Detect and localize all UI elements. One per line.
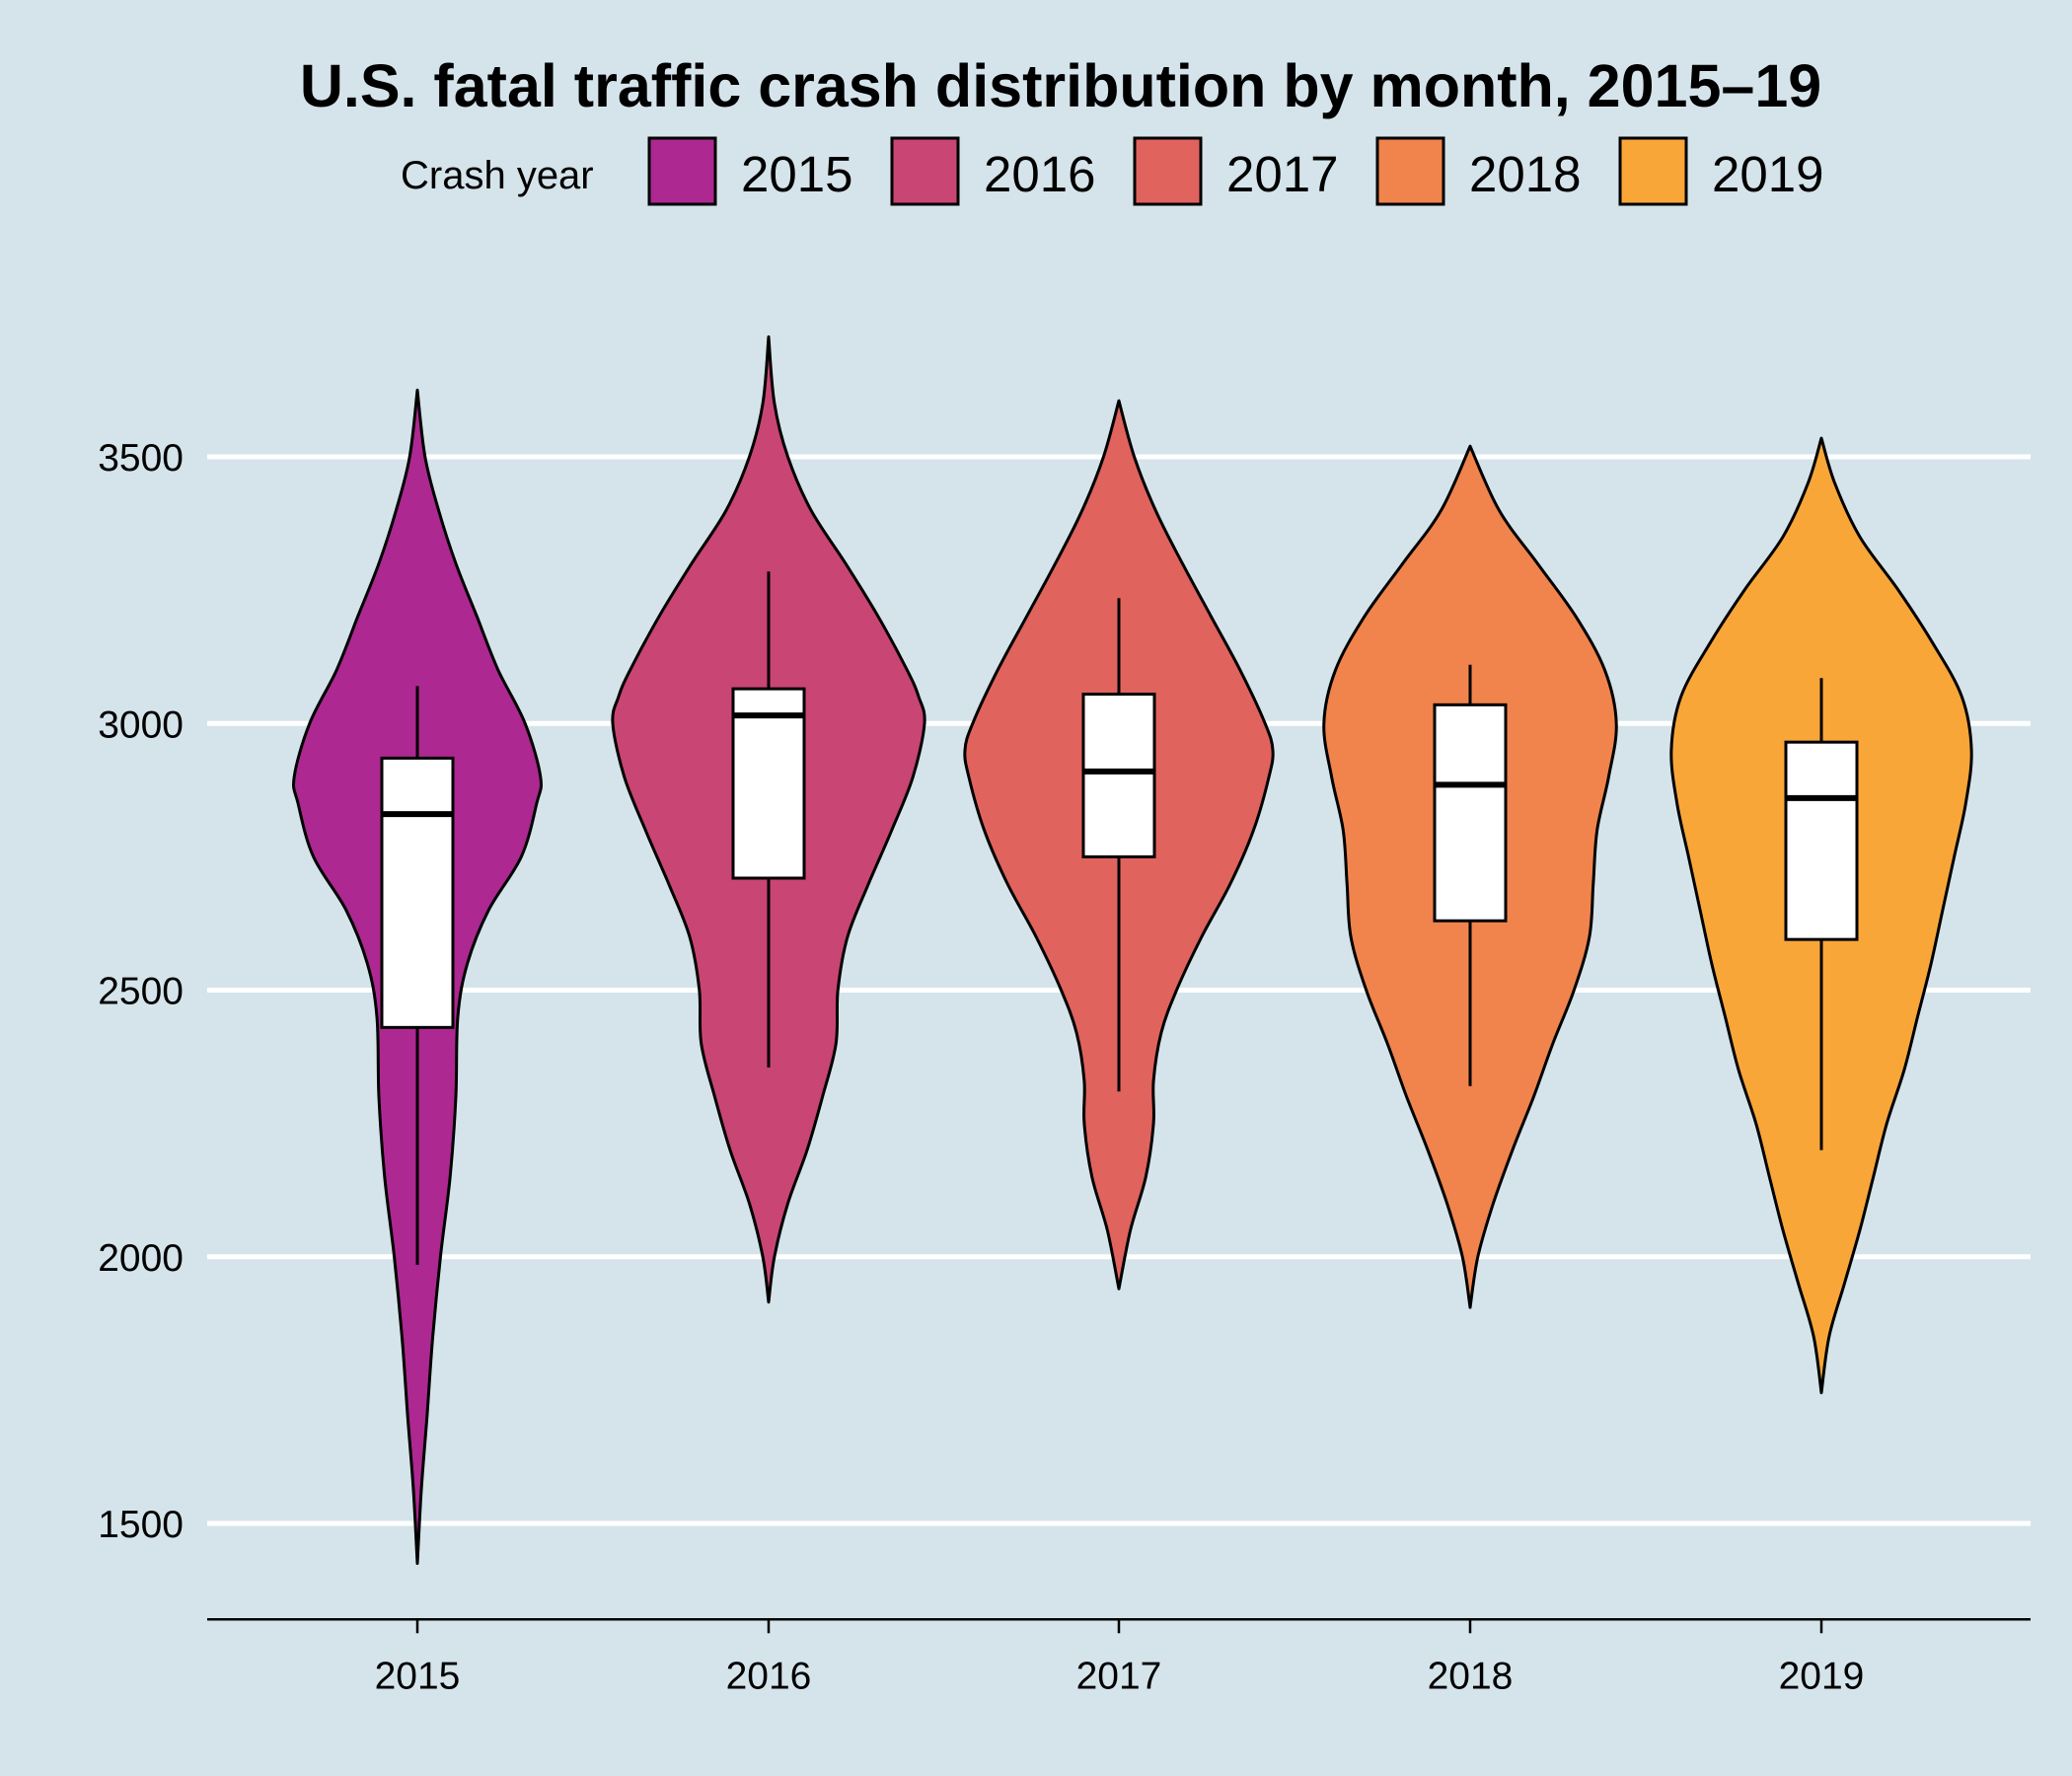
violin-group-2016 [611,334,926,1304]
legend-label-2019: 2019 [1712,146,1823,202]
legend: Crash year 2015 2016 2017 2018 2019 [401,136,1823,206]
violins [292,334,1973,1565]
violin-group-2019 [1669,436,1973,1395]
box-2017 [1081,693,1156,858]
chart-title: U.S. fatal traffic crash distribution by… [300,52,1821,119]
legend-label-2015: 2015 [741,146,852,202]
x-tick-label-2019: 2019 [1779,1655,1865,1697]
y-tick-label-3000: 3000 [98,703,184,746]
y-tick-label-1500: 1500 [98,1504,184,1546]
box-2018 [1433,703,1508,923]
axes: 1500 2000 2500 3000 3500 2015 2016 2017 2018 2019 [98,437,2031,1697]
x-tick-label-2015: 2015 [375,1655,461,1697]
legend-key-2019 [1618,136,1688,206]
x-tick-label-2017: 2017 [1076,1655,1162,1697]
x-tick-label-2018: 2018 [1428,1655,1514,1697]
box-2019 [1784,740,1859,941]
y-tick-label-2500: 2500 [98,971,184,1013]
legend-label-2018: 2018 [1469,146,1581,202]
legend-key-2017 [1133,136,1203,206]
y-tick-label-2000: 2000 [98,1237,184,1280]
x-tick-label-2016: 2016 [726,1655,812,1697]
violin-group-2015 [292,388,543,1565]
y-tick-label-3500: 3500 [98,437,184,480]
legend-key-2016 [890,136,960,206]
violin-group-2017 [963,399,1275,1291]
legend-title: Crash year [401,154,594,197]
legend-key-2018 [1375,136,1445,206]
box-2016 [731,687,806,880]
legend-label-2016: 2016 [984,146,1095,202]
box-2015 [380,756,455,1029]
violin-group-2018 [1322,444,1618,1309]
legend-key-2015 [647,136,717,206]
legend-label-2017: 2017 [1226,146,1338,202]
